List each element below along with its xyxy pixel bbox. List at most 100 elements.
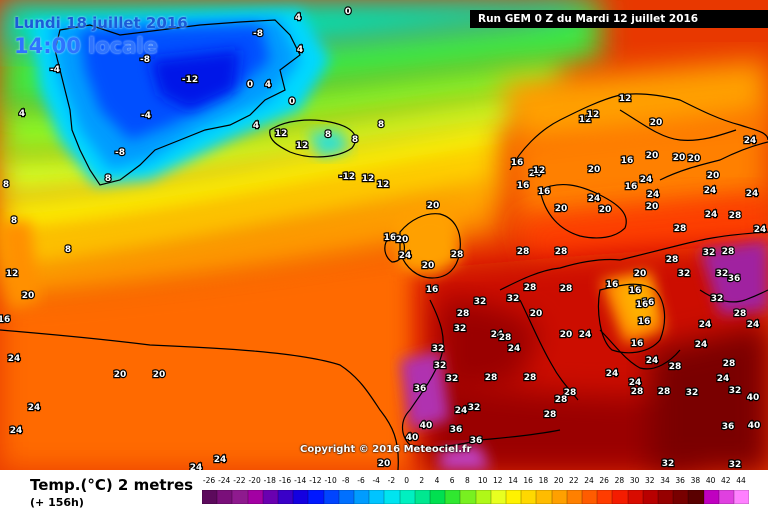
isotherm-label: 20 — [688, 154, 701, 164]
isotherm-label: 20 — [555, 204, 568, 214]
isotherm-label: 32 — [703, 248, 716, 258]
legend-swatch — [536, 490, 552, 504]
isotherm-label: 40 — [747, 393, 760, 403]
isotherm-label: 24 — [705, 210, 718, 220]
isotherm-label: 12 — [579, 115, 592, 125]
legend-tick: 24 — [584, 476, 594, 485]
legend-swatch — [673, 490, 689, 504]
legend-tick: -22 — [233, 476, 246, 485]
isotherm-label: 28 — [544, 410, 557, 420]
legend-tick: 32 — [645, 476, 655, 485]
legend-tick: -12 — [309, 476, 322, 485]
legend-color-scale — [202, 490, 755, 504]
isotherm-label: 28 — [524, 283, 537, 293]
legend-swatch — [597, 490, 613, 504]
isotherm-label: 24 — [8, 354, 21, 364]
isotherm-label: 32 — [686, 388, 699, 398]
isotherm-label: -12 — [339, 172, 355, 182]
legend-tick: 6 — [449, 476, 455, 485]
isotherm-label: -4 — [141, 111, 151, 121]
isotherm-label: 32 — [678, 269, 691, 279]
isotherm-label: 32 — [432, 344, 445, 354]
forecast-date: Lundi 18 juillet 2016 — [14, 14, 188, 32]
isotherm-label: 0 — [345, 7, 351, 17]
isotherm-label: 24 — [717, 374, 730, 384]
legend-swatch — [369, 490, 385, 504]
legend-swatch — [551, 490, 567, 504]
isotherm-label: 16 — [629, 286, 642, 296]
isotherm-label: 20 — [378, 459, 391, 469]
isotherm-label: 20 — [646, 151, 659, 161]
legend-tick: 18 — [538, 476, 549, 485]
legend-swatch — [642, 490, 658, 504]
legend-swatch — [506, 490, 522, 504]
variable-label: Temp.(°C) 2 metres — [30, 476, 194, 494]
legend-tick: -2 — [387, 476, 396, 485]
isotherm-label: 32 — [507, 294, 520, 304]
legend-bar: Temp.(°C) 2 metres (+ 156h) -26 -24 -22 -20… — [0, 470, 768, 512]
legend-tick: -10 — [324, 476, 337, 485]
isotherm-label: 28 — [485, 373, 498, 383]
isotherm-label: 8 — [105, 174, 111, 184]
legend-tick: 12 — [493, 476, 503, 485]
isotherm-label: 24 — [695, 340, 708, 350]
isotherm-label: 24 — [529, 169, 542, 179]
isotherm-label: 40 — [420, 421, 433, 431]
isotherm-label: 16 — [625, 182, 638, 192]
isotherm-label: -12 — [182, 75, 198, 85]
legend-swatch — [384, 490, 400, 504]
isotherm-label: 8 — [3, 180, 9, 190]
isotherm-label: 28 — [669, 362, 682, 372]
isotherm-label: 16 — [631, 339, 644, 349]
isotherm-label: 20 — [427, 201, 440, 211]
legend-tick: 4 — [434, 476, 440, 485]
legend-swatch — [734, 490, 750, 504]
isotherm-label: -8 — [140, 55, 150, 65]
lead-time-label: (+ 156h) — [30, 496, 84, 509]
isotherm-label: 36 — [728, 274, 741, 284]
legend-tick: -26 — [202, 476, 216, 485]
isotherm-label: 24 — [747, 320, 760, 330]
legend-tick: -24 — [218, 476, 231, 485]
legend-swatch — [718, 490, 734, 504]
isotherm-label: 24 — [588, 194, 601, 204]
legend-swatch — [262, 490, 278, 504]
isotherm-label: 16 — [538, 187, 551, 197]
isotherm-label: 24 — [10, 426, 23, 436]
isotherm-label: 12 — [587, 110, 600, 120]
isotherm-label: 20 — [673, 153, 686, 163]
isotherm-label: 24 — [190, 463, 203, 470]
isotherm-label: 8 — [325, 130, 331, 140]
legend-tick: 2 — [419, 476, 425, 485]
legend-tick: 36 — [675, 476, 685, 485]
isotherm-label: 32 — [711, 294, 724, 304]
isotherm-label: 8 — [11, 216, 17, 226]
isotherm-label: 24 — [214, 455, 227, 465]
legend-tick: 16 — [523, 476, 533, 485]
legend-swatch — [308, 490, 324, 504]
isotherm-label: 4 — [297, 45, 303, 55]
isotherm-label: 28 — [723, 359, 736, 369]
isotherm-label: 12 — [533, 166, 546, 176]
legend-swatch — [521, 490, 537, 504]
isotherm-label: 24 — [699, 320, 712, 330]
isotherm-label: 16 — [0, 315, 10, 325]
legend-tick: 20 — [553, 476, 564, 485]
legend-tick: 10 — [477, 476, 488, 485]
isotherm-label: 24 — [399, 251, 412, 261]
legend-swatch — [399, 490, 415, 504]
isotherm-label: 20 — [153, 370, 166, 380]
isotherm-label: 28 — [734, 309, 747, 319]
legend-tick: 22 — [569, 476, 579, 485]
isotherm-label: 32 — [468, 403, 481, 413]
isotherm-label: 28 — [517, 247, 530, 257]
isotherm-label: 16 — [638, 317, 651, 327]
model-run-label: Run GEM 0 Z du Mardi 12 juillet 2016 — [470, 10, 768, 28]
isotherm-label: 12 — [296, 141, 309, 151]
legend-swatch — [582, 490, 598, 504]
isotherm-label: 12 — [377, 180, 390, 190]
isotherm-label: 32 — [729, 460, 742, 470]
isotherm-label: 4 — [19, 109, 25, 119]
isotherm-label: 32 — [662, 459, 675, 469]
